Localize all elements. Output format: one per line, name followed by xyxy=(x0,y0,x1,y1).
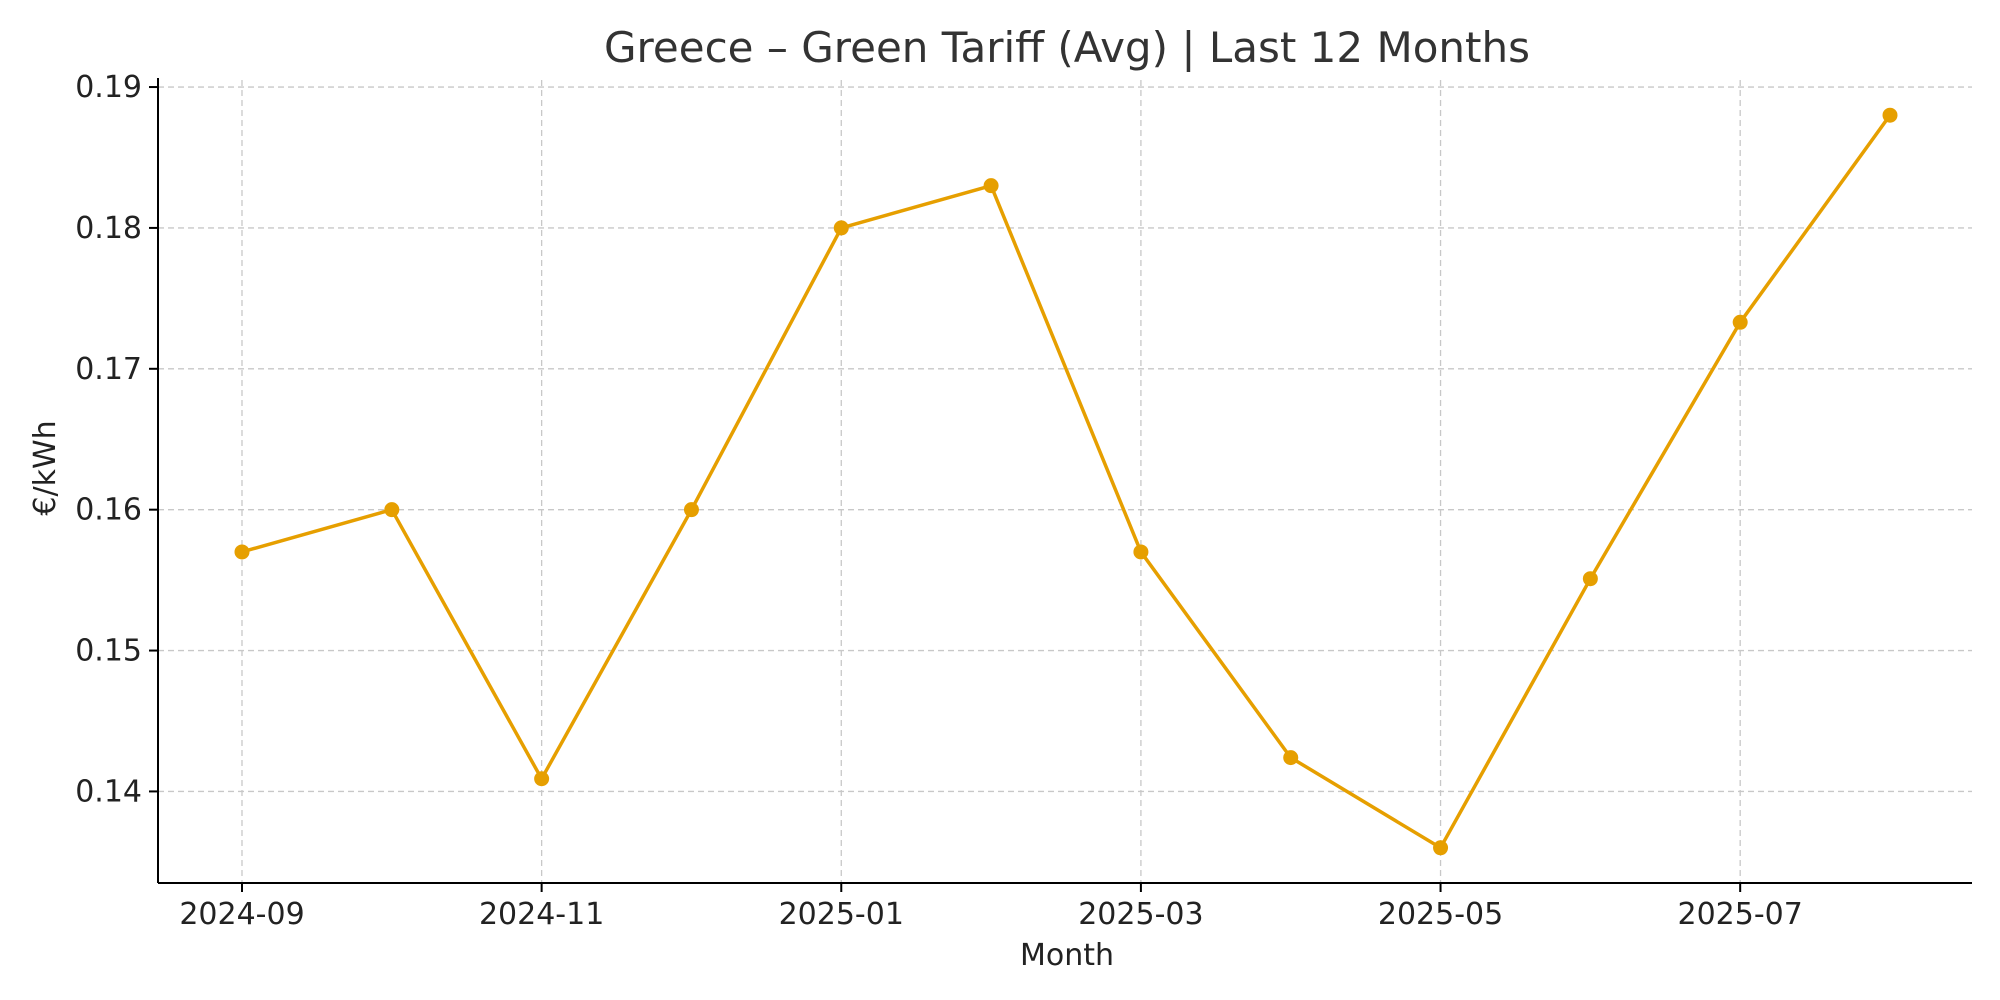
data-point xyxy=(1882,107,1898,123)
chart-title: Greece – Green Tariff (Avg) | Last 12 Mo… xyxy=(604,23,1530,72)
x-tick-label: 2025-07 xyxy=(1678,897,1803,932)
data-point xyxy=(1133,544,1149,560)
data-point xyxy=(384,502,400,518)
data-point xyxy=(1283,750,1299,766)
data-point xyxy=(983,178,999,194)
x-tick-label: 2024-09 xyxy=(179,897,304,932)
data-point xyxy=(1732,314,1748,330)
y-tick-label: 0.18 xyxy=(75,211,142,246)
data-point xyxy=(683,502,699,518)
y-tick-label: 0.17 xyxy=(75,352,142,387)
axes: 0.14 0.15 0.16 0.17 0.18 0.19 2024-09 2024-11 20… xyxy=(75,70,1972,932)
grid-lines xyxy=(158,80,1972,883)
x-tick-label: 2025-01 xyxy=(779,897,904,932)
y-tick-label: 0.16 xyxy=(75,493,142,528)
series-layer xyxy=(234,107,1898,856)
series-line xyxy=(241,114,1892,850)
x-tick-label: 2024-11 xyxy=(479,897,604,932)
y-tick-label: 0.14 xyxy=(75,774,142,809)
data-point xyxy=(1582,571,1598,587)
x-tick-label: 2025-03 xyxy=(1078,897,1203,932)
y-tick-label: 0.15 xyxy=(75,634,142,669)
data-point xyxy=(833,220,849,236)
x-axis-label: Month xyxy=(1020,938,1114,973)
data-point xyxy=(1433,840,1449,856)
y-axis-label: €/kWh xyxy=(28,420,63,515)
x-tick-label: 2025-05 xyxy=(1378,897,1503,932)
data-point xyxy=(534,771,550,787)
data-point xyxy=(234,544,250,560)
y-tick-label: 0.19 xyxy=(75,70,142,105)
